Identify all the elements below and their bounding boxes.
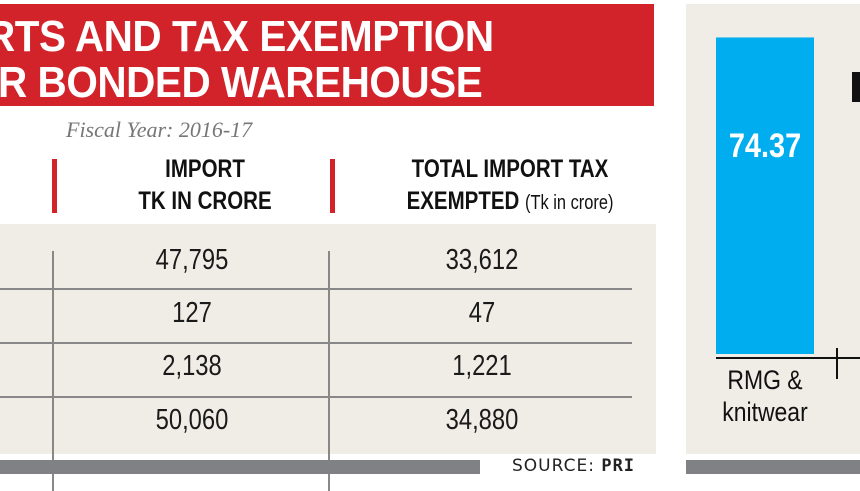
column-divider — [328, 251, 330, 491]
column-header-exempted: TOTAL IMPORT TAX EXEMPTED (Tk in crore) — [387, 153, 633, 219]
category-label-line: RMG & — [727, 365, 803, 395]
source-label: SOURCE: — [512, 456, 595, 476]
row-divider — [0, 396, 632, 398]
bar — [716, 37, 814, 354]
row-divider — [0, 288, 632, 290]
table-cell-exempted: 47 — [468, 297, 496, 329]
data-table: 47,795 33,612 127 47 2,138 1,221 50,060 … — [0, 224, 656, 491]
table-cell-import: 50,060 — [155, 404, 229, 436]
source-value: PRI — [601, 456, 636, 476]
footer-bar — [0, 460, 480, 474]
header-line: EXEMPTED — [406, 187, 520, 215]
table-cell-exempted: 34,880 — [445, 404, 519, 436]
table-cell-exempted: 33,612 — [445, 244, 519, 276]
source-credit: SOURCE: PRI — [512, 456, 635, 476]
column-divider — [52, 251, 54, 491]
header-line: IMPORT — [165, 155, 245, 183]
category-label-line: knitwear — [722, 397, 808, 427]
title-line-2: R BONDED WAREHOUSE — [0, 58, 483, 107]
table-cell-import: 127 — [172, 297, 212, 329]
header-marker — [330, 159, 335, 213]
row-divider — [0, 342, 632, 344]
footer-bar — [686, 460, 860, 474]
title-banner: RTS AND TAX EXEMPTION R BONDED WAREHOUSE — [0, 4, 654, 107]
clipped-label-fragment — [852, 72, 860, 102]
title-line-1: RTS AND TAX EXEMPTION — [0, 12, 494, 61]
table-cell-import: 47,795 — [155, 244, 229, 276]
bar-value-label: 74.37 — [728, 127, 802, 166]
category-label: RMG & knitwear — [706, 364, 823, 428]
header-marker — [52, 159, 57, 213]
table-cell-import: 2,138 — [162, 350, 222, 382]
table-cell-exempted: 1,221 — [452, 350, 512, 382]
header-line: TOTAL IMPORT TAX — [411, 155, 609, 183]
column-header-import: IMPORT TK IN CRORE — [123, 153, 287, 217]
bar-chart — [716, 37, 860, 379]
header-unit-note: (Tk in crore) — [525, 192, 614, 214]
fiscal-year-subtitle: Fiscal Year: 2016-17 — [66, 117, 253, 142]
bar-chart-panel — [686, 4, 860, 454]
header-line: TK IN CRORE — [138, 187, 272, 215]
